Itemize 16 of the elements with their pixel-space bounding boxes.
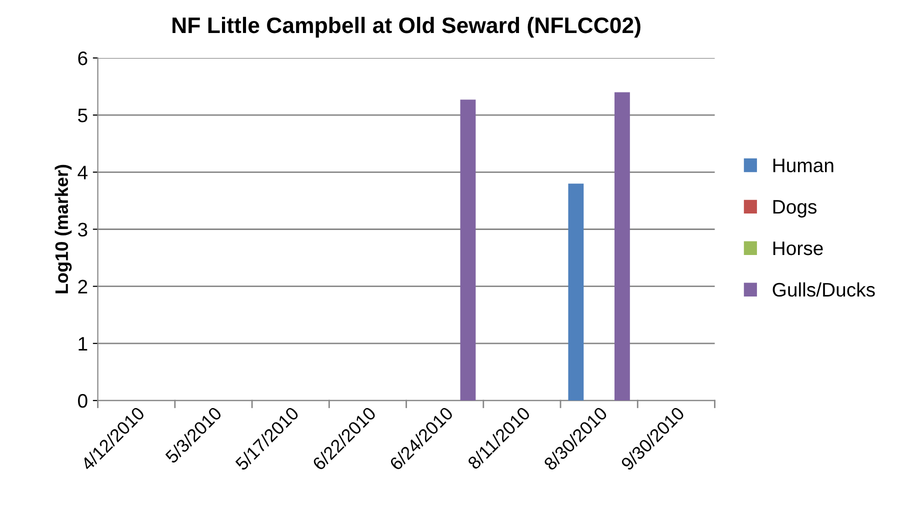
- bar: [460, 100, 476, 401]
- y-tick-label: 5: [78, 108, 88, 122]
- chart-title: NF Little Campbell at Old Seward (NFLCC02): [172, 16, 640, 38]
- y-axis-title: Log10 (marker): [54, 164, 72, 294]
- legend-label: Gulls/Ducks: [772, 282, 875, 297]
- legend-label: Human: [773, 158, 834, 172]
- y-tick-label: 1: [78, 337, 88, 350]
- bar: [568, 184, 584, 401]
- legend-label: Horse: [773, 242, 823, 256]
- y-tick-label: 3: [78, 222, 88, 236]
- bar: [614, 92, 630, 401]
- legend-label: Dogs: [773, 200, 816, 218]
- y-tick-label: 6: [78, 51, 88, 66]
- y-tick-label: 4: [78, 166, 88, 180]
- y-tick-label: 2: [78, 280, 88, 294]
- y-tick-label: 0: [78, 394, 88, 408]
